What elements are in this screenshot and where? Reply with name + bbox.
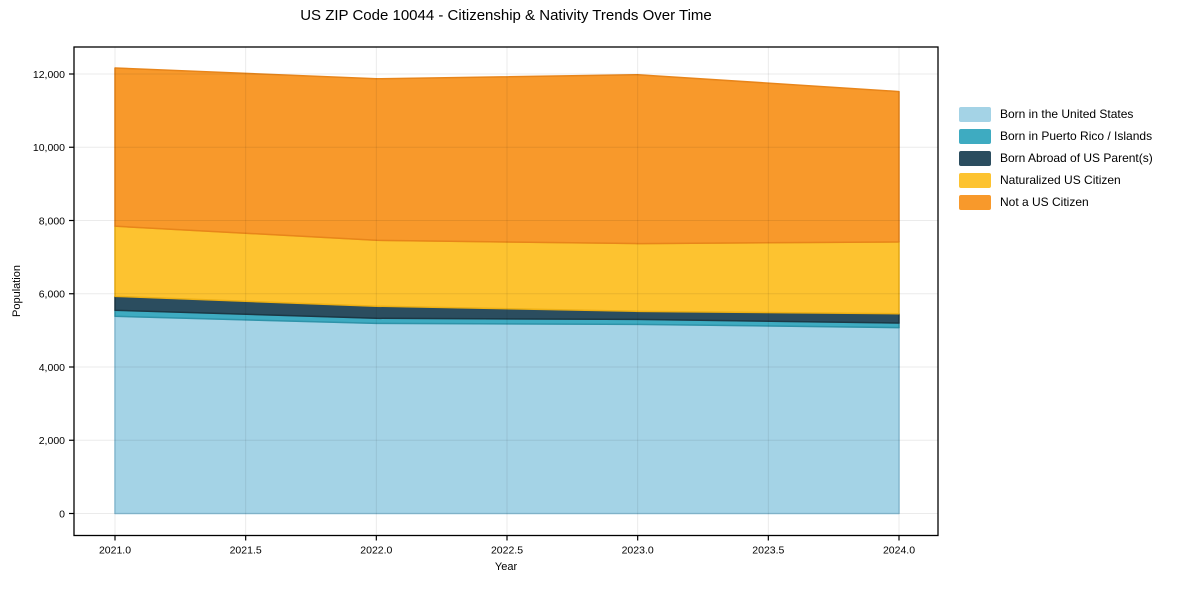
x-tick-label: 2022.0 [360,545,392,557]
y-tick-label: 4,000 [39,362,65,374]
legend-label: Born in the United States [1000,107,1134,121]
x-tick-label: 2022.5 [491,545,523,557]
x-tick-label: 2021.0 [99,545,131,557]
legend-swatch [959,107,991,122]
legend-row-3: Naturalized US Citizen [959,173,1153,188]
chart-title: US ZIP Code 10044 - Citizenship & Nativi… [300,7,712,24]
legend-label: Naturalized US Citizen [1000,173,1121,187]
legend-row-4: Not a US Citizen [959,195,1153,210]
y-tick-label: 6,000 [39,289,65,301]
area-series-4 [114,67,900,245]
gridlines [74,47,938,536]
legend-row-1: Born in Puerto Rico / Islands [959,129,1153,144]
legend: Born in the United States Born in Puerto … [959,107,1153,217]
x-tick-label: 2023.0 [622,545,654,557]
x-axis-label: Year [494,561,518,573]
y-tick-label: 0 [59,508,65,520]
legend-swatch [959,195,991,210]
legend-row-0: Born in the United States [959,107,1153,122]
legend-row-2: Born Abroad of US Parent(s) [959,151,1153,166]
legend-swatch [959,129,991,144]
legend-label: Not a US Citizen [1000,195,1089,209]
legend-label: Born Abroad of US Parent(s) [1000,151,1153,165]
y-tick-label: 10,000 [33,142,65,154]
x-tick-label: 2021.5 [230,545,262,557]
tick-marks [69,73,900,541]
x-tick-label: 2023.5 [752,545,784,557]
y-tick-label: 8,000 [39,215,65,227]
y-tick-label: 2,000 [39,435,65,447]
legend-swatch [959,151,991,166]
plot-border [73,46,939,537]
legend-swatch [959,173,991,188]
y-tick-label: 12,000 [33,69,65,81]
legend-label: Born in Puerto Rico / Islands [1000,129,1153,143]
x-tick-label: 2024.0 [883,545,915,557]
